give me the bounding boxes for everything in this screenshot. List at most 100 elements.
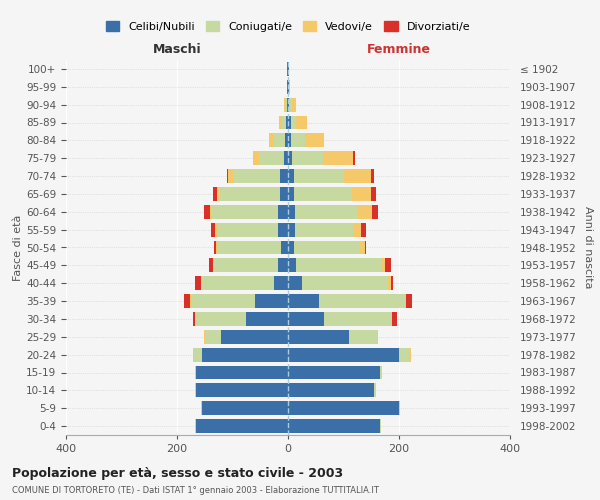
- Bar: [353, 151, 355, 165]
- Bar: [209, 258, 213, 272]
- Bar: [296, 116, 307, 130]
- Bar: [278, 205, 288, 219]
- Bar: [201, 276, 202, 290]
- Bar: [221, 330, 288, 344]
- Bar: [202, 276, 274, 290]
- Bar: [361, 222, 366, 236]
- Bar: [353, 222, 361, 236]
- Bar: [284, 98, 287, 112]
- Bar: [254, 294, 288, 308]
- Bar: [201, 401, 202, 415]
- Bar: [289, 80, 290, 94]
- Text: Femmine: Femmine: [367, 44, 431, 57]
- Bar: [288, 419, 380, 433]
- Bar: [293, 240, 360, 254]
- Text: Maschi: Maschi: [152, 44, 202, 57]
- Bar: [293, 169, 343, 183]
- Bar: [371, 187, 376, 201]
- Bar: [399, 401, 400, 415]
- Bar: [288, 151, 292, 165]
- Bar: [196, 276, 201, 290]
- Bar: [399, 348, 410, 362]
- Bar: [360, 240, 365, 254]
- Bar: [288, 401, 399, 415]
- Bar: [388, 276, 391, 290]
- Bar: [285, 134, 288, 147]
- Bar: [385, 258, 391, 272]
- Bar: [295, 205, 358, 219]
- Bar: [371, 169, 374, 183]
- Bar: [281, 240, 288, 254]
- Bar: [291, 116, 296, 130]
- Bar: [205, 330, 221, 344]
- Bar: [349, 330, 377, 344]
- Y-axis label: Fasce di età: Fasce di età: [13, 214, 23, 280]
- Bar: [305, 134, 324, 147]
- Bar: [295, 222, 353, 236]
- Text: Popolazione per età, sesso e stato civile - 2003: Popolazione per età, sesso e stato civil…: [12, 468, 343, 480]
- Bar: [274, 276, 288, 290]
- Bar: [288, 258, 296, 272]
- Bar: [288, 366, 380, 380]
- Bar: [289, 98, 292, 112]
- Bar: [343, 169, 371, 183]
- Bar: [324, 312, 391, 326]
- Bar: [282, 116, 286, 130]
- Bar: [358, 205, 373, 219]
- Bar: [287, 98, 288, 112]
- Bar: [184, 294, 190, 308]
- Bar: [377, 330, 379, 344]
- Bar: [196, 366, 288, 380]
- Bar: [202, 348, 288, 362]
- Bar: [406, 294, 412, 308]
- Bar: [214, 240, 217, 254]
- Bar: [227, 169, 228, 183]
- Bar: [288, 205, 295, 219]
- Bar: [269, 134, 274, 147]
- Bar: [288, 384, 374, 398]
- Bar: [217, 187, 218, 201]
- Bar: [288, 169, 293, 183]
- Bar: [213, 258, 214, 272]
- Bar: [191, 294, 254, 308]
- Bar: [211, 205, 278, 219]
- Bar: [296, 258, 382, 272]
- Bar: [380, 366, 382, 380]
- Bar: [292, 98, 296, 112]
- Bar: [288, 98, 289, 112]
- Bar: [284, 151, 288, 165]
- Bar: [212, 187, 217, 201]
- Bar: [352, 187, 371, 201]
- Bar: [211, 222, 215, 236]
- Bar: [217, 240, 218, 254]
- Bar: [204, 205, 210, 219]
- Bar: [288, 294, 319, 308]
- Bar: [217, 222, 278, 236]
- Bar: [280, 187, 288, 201]
- Bar: [278, 258, 288, 272]
- Bar: [288, 312, 324, 326]
- Y-axis label: Anni di nascita: Anni di nascita: [583, 206, 593, 289]
- Bar: [391, 312, 392, 326]
- Bar: [247, 312, 288, 326]
- Bar: [196, 419, 288, 433]
- Bar: [196, 384, 288, 398]
- Bar: [319, 294, 404, 308]
- Bar: [288, 240, 293, 254]
- Bar: [392, 312, 397, 326]
- Bar: [323, 151, 353, 165]
- Bar: [190, 294, 191, 308]
- Bar: [288, 116, 291, 130]
- Bar: [286, 116, 288, 130]
- Bar: [278, 222, 288, 236]
- Bar: [193, 312, 196, 326]
- Bar: [382, 258, 385, 272]
- Bar: [196, 312, 247, 326]
- Bar: [404, 294, 406, 308]
- Bar: [280, 169, 288, 183]
- Bar: [195, 366, 196, 380]
- Bar: [253, 151, 259, 165]
- Legend: Celibi/Nubili, Coniugati/e, Vedovi/e, Divorziati/e: Celibi/Nubili, Coniugati/e, Vedovi/e, Di…: [101, 17, 475, 36]
- Bar: [374, 384, 376, 398]
- Text: COMUNE DI TORTORETO (TE) - Dati ISTAT 1° gennaio 2003 - Elaborazione TUTTITALIA.: COMUNE DI TORTORETO (TE) - Dati ISTAT 1°…: [12, 486, 379, 495]
